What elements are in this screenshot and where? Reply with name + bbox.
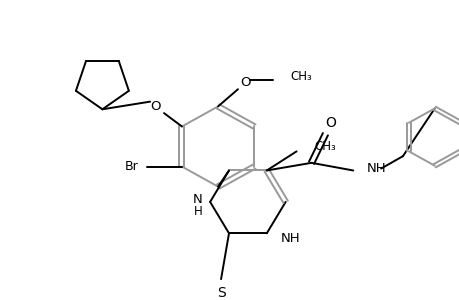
Text: N: N: [192, 194, 202, 206]
Text: O: O: [324, 116, 335, 130]
Text: O: O: [240, 76, 251, 89]
Text: S: S: [216, 286, 225, 299]
Text: CH₃: CH₃: [290, 70, 312, 83]
Text: NH: NH: [280, 232, 300, 244]
Text: CH₃: CH₃: [314, 140, 336, 153]
Text: Br: Br: [124, 160, 138, 173]
Text: O: O: [150, 100, 160, 113]
Text: NH: NH: [366, 162, 386, 175]
Text: H: H: [193, 205, 202, 218]
